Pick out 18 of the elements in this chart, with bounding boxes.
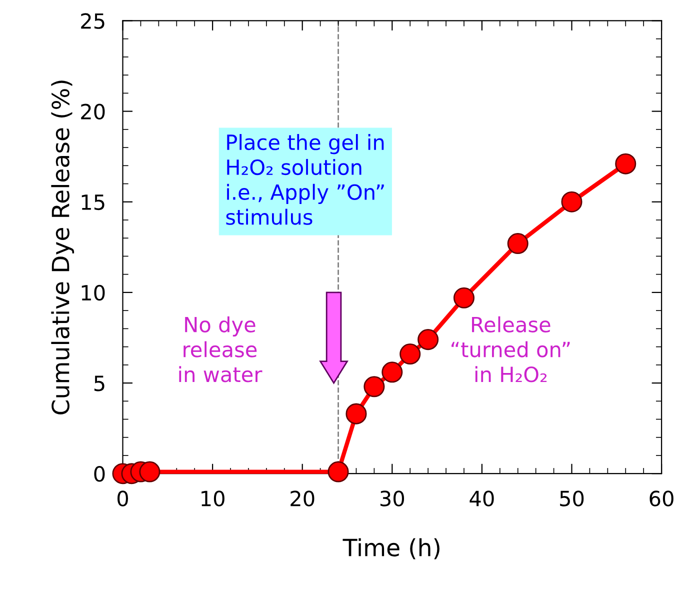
x-tick-label: 10 <box>202 490 224 506</box>
annotation: Release “turned on” in H₂O₂ <box>452 316 570 382</box>
y-tick-label: 20 <box>81 104 105 120</box>
annotation: Place the gel in H₂O₂ solution i.e., Apply ”On” stimulus <box>226 134 384 225</box>
x-tick-label: 20 <box>290 490 314 506</box>
x-tick-label: 60 <box>650 490 674 506</box>
y-tick-label: 25 <box>81 13 104 29</box>
annotation: No dye release in water <box>179 316 262 382</box>
y-tick-label: 0 <box>94 466 105 482</box>
x-axis-title: Time (h) <box>342 538 440 560</box>
y-axis-title: Cumulative Dye Release (%) <box>51 80 74 414</box>
x-tick-label: 0 <box>118 490 128 506</box>
y-tick-label: 15 <box>82 194 104 210</box>
y-tick-label: 10 <box>82 284 105 301</box>
y-tick-label: 5 <box>94 376 104 392</box>
x-tick-label: 50 <box>560 490 584 506</box>
x-tick-label: 40 <box>470 490 494 506</box>
x-tick-label: 30 <box>380 490 404 506</box>
